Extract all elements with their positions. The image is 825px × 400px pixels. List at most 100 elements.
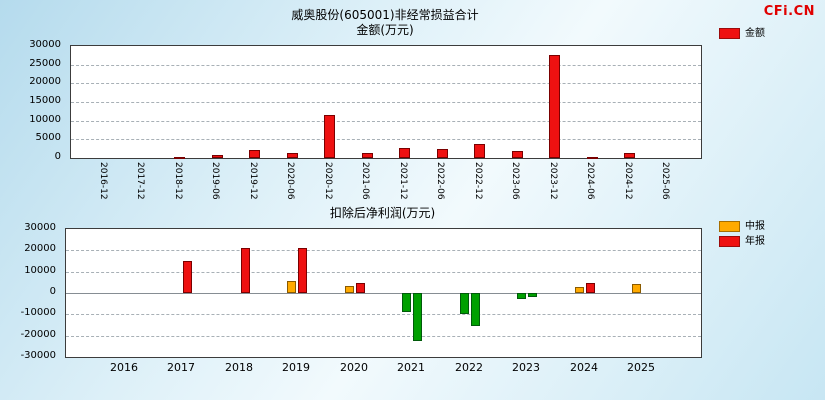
legend-item-amount: 金额	[719, 28, 765, 39]
y-tick-label: 25000	[29, 58, 61, 69]
x-tick-label: 2019	[282, 361, 310, 374]
x-tick-label: 2022	[455, 361, 483, 374]
y-tick-label: 20000	[24, 243, 56, 254]
amount-bar	[549, 55, 560, 158]
interim-bar	[287, 281, 296, 293]
bottom-chart-plot-area	[65, 228, 702, 358]
gridline	[66, 250, 701, 251]
bottom-chart-title: 扣除后净利润(万元)	[329, 206, 436, 220]
amount-bar	[362, 153, 373, 158]
bottom-chart-y-axis: -30000 -20000 -10000 0 10000 20000 30000	[0, 223, 59, 361]
annual-bar	[183, 261, 192, 293]
bottom-chart-legend: 中报 年报	[719, 221, 765, 247]
x-tick-label: 2016	[110, 361, 138, 374]
interim-bar	[517, 293, 526, 299]
x-tick-label: 2021-12	[398, 162, 408, 200]
gridline	[71, 102, 701, 103]
y-tick-label: -30000	[20, 350, 56, 361]
interim-bar	[402, 293, 411, 312]
legend-item-interim: 中报	[719, 221, 765, 232]
top-chart-y-axis: 0 5000 10000 15000 20000 25000 30000	[0, 40, 64, 162]
x-tick-label: 2021	[397, 361, 425, 374]
annual-bar	[356, 283, 365, 293]
x-tick-label: 2016-12	[98, 162, 108, 200]
amount-legend-label: 金额	[745, 28, 765, 39]
top-chart-title: 威奥股份(605001)非经常损益合计	[291, 8, 479, 22]
bottom-chart-x-axis: 2016 2017 2018 2019 2020 2021 2022 2023 2024 2025	[65, 359, 700, 375]
y-tick-label: 30000	[24, 222, 56, 233]
y-tick-label: 0	[49, 286, 56, 297]
x-tick-label: 2021-06	[360, 162, 370, 200]
interim-bar	[345, 286, 354, 293]
gridline	[71, 65, 701, 66]
amount-bar	[399, 148, 410, 158]
x-tick-label: 2018	[225, 361, 253, 374]
annual-bar	[241, 248, 250, 293]
x-tick-label: 2025	[627, 361, 655, 374]
x-tick-label: 2020	[340, 361, 368, 374]
amount-bar	[587, 157, 598, 159]
interim-legend-label: 中报	[745, 221, 765, 232]
cfi-cn-logo: CFi.CN	[763, 4, 815, 19]
x-tick-label: 2019-12	[248, 162, 258, 200]
x-tick-label: 2024	[570, 361, 598, 374]
x-tick-label: 2023-12	[548, 162, 558, 200]
x-tick-label: 2017	[167, 361, 195, 374]
gridline	[71, 83, 701, 84]
y-tick-label: 10000	[29, 114, 61, 125]
zero-gridline	[66, 293, 701, 294]
x-tick-label: 2025-06	[660, 162, 670, 200]
top-chart-legend: 金额	[719, 28, 765, 39]
y-tick-label: 0	[54, 151, 61, 162]
x-tick-label: 2023	[512, 361, 540, 374]
gridline	[66, 314, 701, 315]
interim-bar	[460, 293, 469, 314]
x-tick-label: 2022-12	[473, 162, 483, 200]
annual-bar	[413, 293, 422, 341]
x-tick-label: 2024-06	[585, 162, 595, 200]
amount-bar	[174, 157, 185, 159]
x-tick-label: 2023-06	[510, 162, 520, 200]
annual-legend-label: 年报	[745, 236, 765, 247]
annual-bar	[471, 293, 480, 326]
x-tick-label: 2017-12	[135, 162, 145, 200]
annual-bar	[298, 248, 307, 293]
top-chart-subtitle: 金额(万元)	[356, 23, 414, 37]
y-tick-label: -10000	[20, 307, 56, 318]
y-tick-label: 5000	[35, 132, 61, 143]
x-tick-label: 2020-06	[285, 162, 295, 200]
gridline	[71, 121, 701, 122]
y-tick-label: 10000	[24, 265, 56, 276]
interim-legend-swatch	[719, 221, 740, 232]
amount-bar	[624, 153, 635, 158]
amount-legend-swatch	[719, 28, 740, 39]
x-tick-label: 2022-06	[435, 162, 445, 200]
annual-bar	[528, 293, 537, 297]
annual-legend-swatch	[719, 236, 740, 247]
y-tick-label: 20000	[29, 76, 61, 87]
amount-bar	[437, 149, 448, 158]
legend-item-annual: 年报	[719, 236, 765, 247]
top-chart-x-axis: 2016-12 2017-12 2018-12 2019-06 2019-12 2020-…	[70, 160, 700, 218]
amount-bar	[474, 144, 485, 158]
annual-bar	[586, 283, 595, 293]
y-tick-label: 15000	[29, 95, 61, 106]
x-tick-label: 2019-06	[210, 162, 220, 200]
x-tick-label: 2018-12	[173, 162, 183, 200]
interim-bar	[575, 287, 584, 293]
amount-bar	[287, 153, 298, 158]
gridline	[66, 272, 701, 273]
gridline	[66, 336, 701, 337]
y-tick-label: 30000	[29, 39, 61, 50]
amount-bar	[512, 151, 523, 158]
x-tick-label: 2020-12	[323, 162, 333, 200]
amount-bar	[249, 150, 260, 158]
x-tick-label: 2024-12	[623, 162, 633, 200]
amount-bar	[212, 155, 223, 158]
gridline	[71, 139, 701, 140]
amount-bar	[324, 115, 335, 158]
y-tick-label: -20000	[20, 329, 56, 340]
interim-bar	[632, 284, 641, 293]
top-chart-plot-area	[70, 45, 702, 159]
